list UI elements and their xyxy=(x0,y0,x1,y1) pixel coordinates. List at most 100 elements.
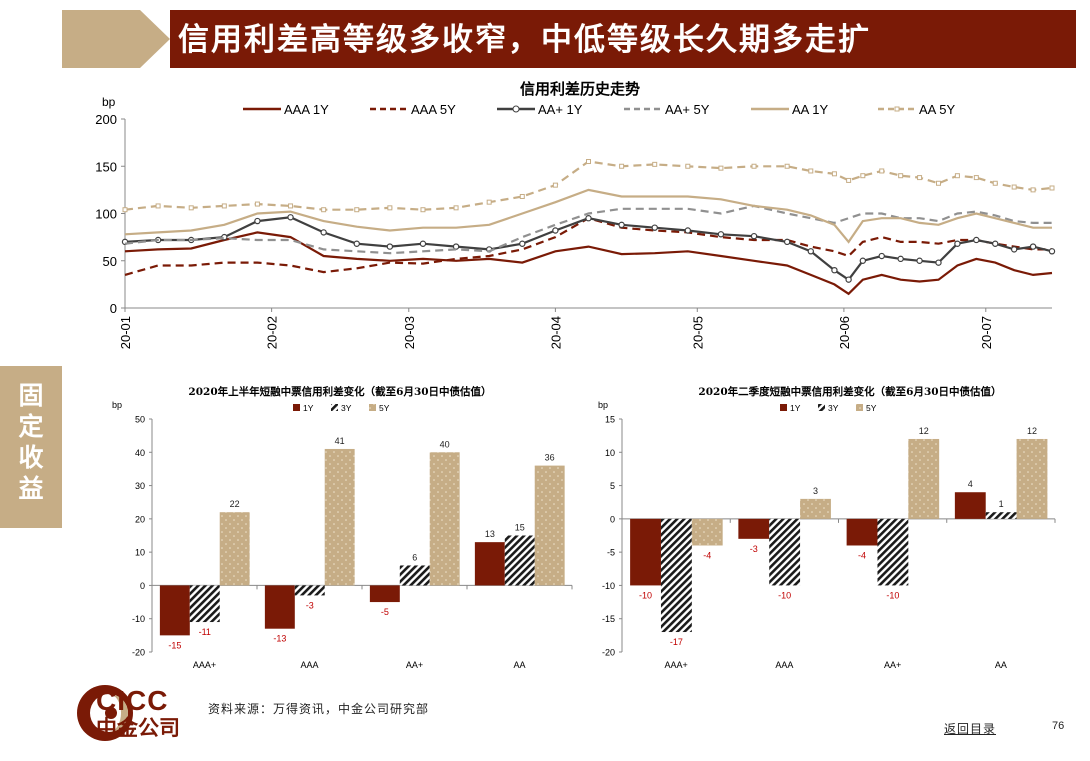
bar-5Y-AA xyxy=(1016,438,1048,519)
legend-label: 3Y xyxy=(341,403,352,413)
line-point xyxy=(652,161,658,167)
legend-label: AAA 1Y xyxy=(284,102,329,117)
line-point xyxy=(751,163,757,169)
line-point xyxy=(651,224,658,231)
line-x-tick-label: 20-07 xyxy=(979,316,994,349)
header-bar xyxy=(170,10,1076,68)
bar-y-tick-label: 0 xyxy=(610,514,615,524)
bar-value-label: -3 xyxy=(306,600,314,610)
bar-y-tick-label: 10 xyxy=(605,448,615,458)
line-point xyxy=(807,248,814,255)
bar-3Y-AA xyxy=(985,512,1017,519)
line-point xyxy=(845,276,852,283)
legend-label: AA+ 1Y xyxy=(538,102,583,117)
side-section-tab[interactable] xyxy=(0,366,62,528)
page-number: 76 xyxy=(1052,720,1065,732)
bar-5Y-AA+ xyxy=(429,452,460,586)
bar-1Y-AA+ xyxy=(369,585,400,603)
legend-label: AA 5Y xyxy=(919,102,955,117)
line-point xyxy=(386,243,394,250)
bar-chart-h1: 2020年上半年短融中票信用利差变化（截至6月30日中债估值） bp 1Y 3Y 5… xyxy=(112,385,573,668)
line-point xyxy=(254,201,260,207)
bar-value-label: -15 xyxy=(168,640,181,650)
bar-value-label: -10 xyxy=(886,590,899,600)
bar-value-label: 6 xyxy=(412,552,417,562)
line-series-aa-5y xyxy=(124,204,1052,255)
legend-swatch xyxy=(780,404,787,411)
bar-chart-q2-bars: -10 -3 -4 4 -17 -10 -10 1 -4 3 12 12 xyxy=(630,426,1048,647)
bar-y-tick-label: 50 xyxy=(135,415,145,425)
bar-y-tick-label: -20 xyxy=(602,648,615,658)
bar-y-tick-label: 10 xyxy=(135,548,145,558)
bar-value-label: -5 xyxy=(381,607,389,617)
line-point xyxy=(353,240,360,247)
bar-category-label: AA+ xyxy=(406,660,423,668)
bar-value-label: -17 xyxy=(670,637,683,647)
legend-swatch xyxy=(293,404,300,411)
legend-label: 5Y xyxy=(866,403,877,413)
bar-value-label: 41 xyxy=(335,436,345,446)
line-point xyxy=(221,203,227,209)
bar-chart-h1-ylabel: bp xyxy=(112,400,122,410)
legend-label: AA+ 5Y xyxy=(665,102,710,117)
line-point xyxy=(954,240,961,247)
line-point xyxy=(846,177,852,183)
bar-category-label: AAA+ xyxy=(193,660,216,668)
line-point xyxy=(685,163,691,169)
line-series-aaa-1y xyxy=(124,231,1053,296)
line-chart-legend: AAA 1Y AAA 5Y AA+ 1Y AA+ 5Y AA 1Y AA 5Y xyxy=(243,102,955,117)
bar-value-label: -4 xyxy=(858,550,866,560)
bar-y-tick-label: 0 xyxy=(140,581,145,591)
line-point xyxy=(188,205,194,211)
bar-chart-q2: 2020年二季度短融中票信用利差变化（截至6月30日中债估值） bp 1Y 3Y 5… xyxy=(598,385,1056,668)
line-chart-axes: 0 50 100 150 200 20-01 20-02 20-03 20-04 20-05 20-… xyxy=(95,112,1052,349)
line-chart-series xyxy=(121,159,1056,296)
line-point xyxy=(387,205,393,211)
bar-value-label: -11 xyxy=(199,627,211,637)
line-point xyxy=(717,231,725,238)
bar-chart-q2-axes: -20 -15 -10 -5 0 5 10 15 AAA+ AAA AA+ AA xyxy=(602,415,1056,668)
line-x-tick-label: 20-04 xyxy=(548,316,563,349)
line-point xyxy=(254,217,261,225)
line-point xyxy=(419,240,427,247)
bar-3Y-AAA xyxy=(769,518,801,586)
line-point xyxy=(552,182,558,188)
bar-3Y-AAA+ xyxy=(189,585,220,623)
line-point xyxy=(783,238,791,246)
header-arrow xyxy=(140,10,170,68)
bar-3Y-AA+ xyxy=(877,518,909,586)
line-series-aa-1y xyxy=(124,216,1053,282)
bar-5Y-AA+ xyxy=(908,438,940,519)
bar-1Y-AA+ xyxy=(846,518,878,546)
bar-1Y-AAA xyxy=(264,585,295,629)
line-point xyxy=(618,221,625,229)
line-point xyxy=(552,227,559,234)
line-point xyxy=(973,175,979,181)
line-point xyxy=(586,159,591,165)
bar-value-label: -3 xyxy=(750,544,758,554)
bar-value-label: 22 xyxy=(230,499,240,509)
bar-y-tick-label: 40 xyxy=(135,448,145,458)
line-point xyxy=(860,173,866,179)
line-x-tick-label: 20-01 xyxy=(118,316,133,349)
bar-chart-h1-title: 2020年上半年短融中票信用利差变化（截至6月30日中债估值） xyxy=(188,385,491,398)
bar-value-label: 13 xyxy=(485,529,495,539)
bar-value-label: -10 xyxy=(778,590,791,600)
bar-3Y-AA+ xyxy=(399,565,430,586)
bar-1Y-AAA+ xyxy=(630,518,661,586)
line-point xyxy=(519,193,525,199)
line-point xyxy=(750,232,758,240)
line-point xyxy=(954,173,960,179)
back-to-contents-link[interactable]: 返回目录 xyxy=(944,722,997,736)
line-y-tick-label: 0 xyxy=(110,301,117,316)
bar-value-label: 36 xyxy=(545,453,555,463)
legend-label: AAA 5Y xyxy=(411,102,456,117)
line-point xyxy=(859,257,867,264)
bar-y-tick-label: -10 xyxy=(132,614,145,624)
line-point xyxy=(831,171,837,177)
line-point xyxy=(1030,187,1036,193)
line-point xyxy=(585,215,592,222)
line-point xyxy=(320,229,327,236)
bar-value-label: -13 xyxy=(273,634,286,644)
line-point xyxy=(935,180,941,186)
